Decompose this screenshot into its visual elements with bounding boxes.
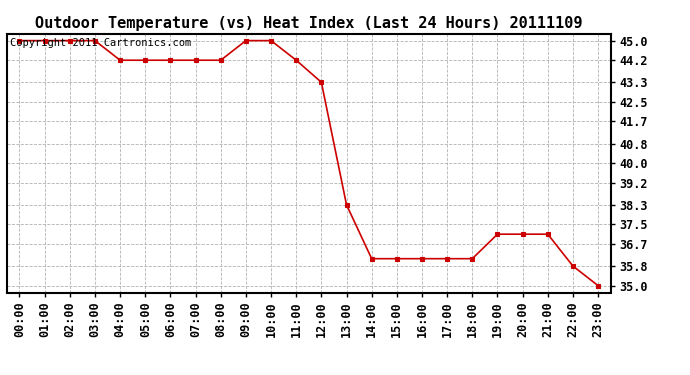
Text: Copyright 2011 Cartronics.com: Copyright 2011 Cartronics.com (10, 38, 191, 48)
Title: Outdoor Temperature (vs) Heat Index (Last 24 Hours) 20111109: Outdoor Temperature (vs) Heat Index (Las… (35, 16, 582, 31)
